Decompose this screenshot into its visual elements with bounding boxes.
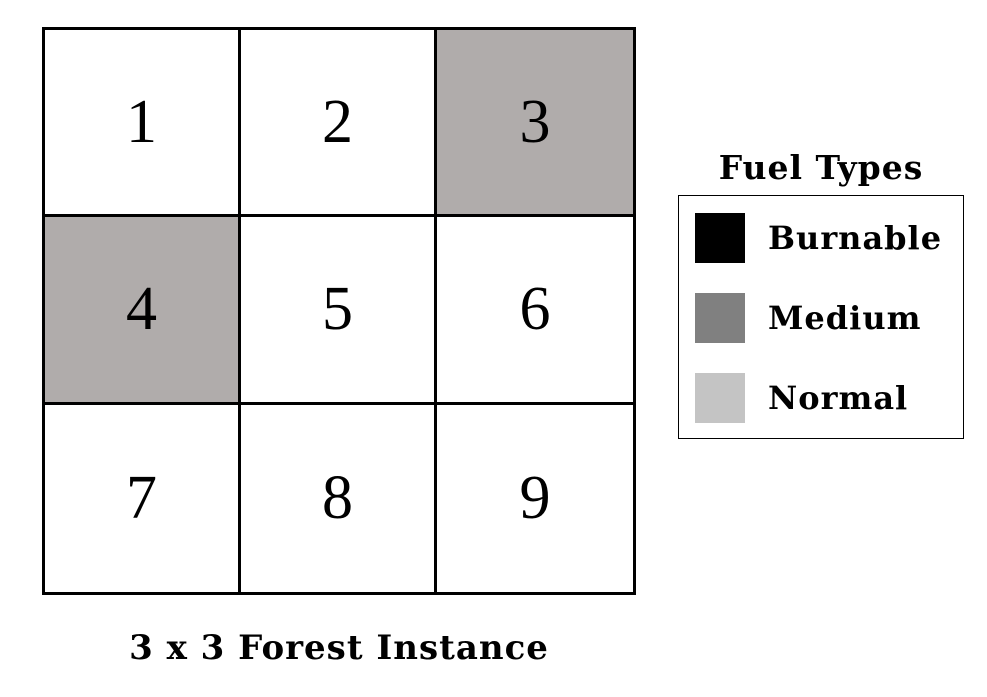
legend-swatch-burnable	[695, 213, 745, 263]
cell-label: 7	[126, 463, 157, 532]
grid-cell-4: 4	[45, 217, 241, 405]
legend-item-burnable: Burnable	[695, 213, 942, 263]
legend-label-normal: Normal	[768, 379, 909, 417]
legend-swatch-medium	[695, 293, 745, 343]
legend-title: Fuel Types	[718, 148, 924, 187]
grid-cell-2: 2	[241, 30, 437, 218]
cell-label: 4	[126, 274, 157, 343]
cell-label: 9	[519, 463, 551, 532]
cell-label: 8	[322, 463, 353, 532]
forest-grid: 1 2 3 4 5 6 7 8 9	[42, 27, 636, 595]
legend-item-medium: Medium	[695, 293, 921, 343]
cell-label: 5	[322, 274, 353, 343]
grid-cell-5: 5	[241, 217, 437, 405]
grid-cell-7: 7	[45, 404, 241, 592]
cell-label: 3	[519, 87, 551, 156]
grid-cell-3: 3	[437, 30, 633, 218]
grid-cell-8: 8	[241, 404, 437, 592]
legend: Burnable Medium Normal	[678, 195, 964, 439]
diagram-caption: 3 x 3 Forest Instance	[129, 628, 549, 668]
legend-swatch-normal	[695, 373, 745, 423]
grid-cell-6: 6	[437, 217, 633, 405]
legend-label-burnable: Burnable	[768, 219, 943, 257]
legend-item-normal: Normal	[695, 373, 908, 423]
cell-label: 2	[322, 87, 353, 156]
cell-label: 1	[126, 87, 157, 156]
grid-cell-9: 9	[437, 404, 633, 592]
legend-label-medium: Medium	[768, 299, 922, 337]
grid-cell-1: 1	[45, 30, 241, 218]
cell-label: 6	[519, 274, 551, 343]
